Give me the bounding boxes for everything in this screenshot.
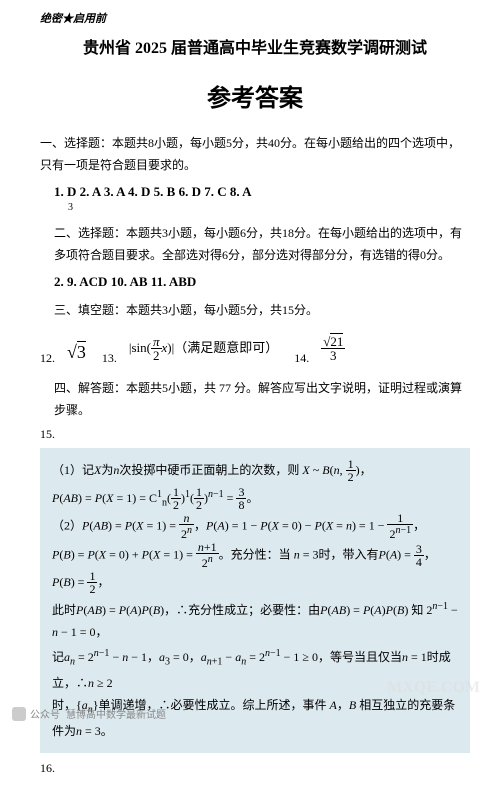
section4-heading: 四、解答题：本题共5小题，共 77 分。解答应写出文字说明，证明过程或演算步骤。 xyxy=(54,378,470,421)
fill-item-12: 12. √3 xyxy=(40,339,94,366)
fill-answer-14: √213 xyxy=(313,332,353,366)
watermark: MXQE.COM xyxy=(387,679,480,697)
main-title: 贵州省 2025 届普通高中毕业生竞赛数学调研测试 xyxy=(40,34,470,58)
q15-number: 15. xyxy=(40,427,470,442)
fill-answer-13: |sin(π2x)|（满足题意即可） xyxy=(121,332,286,366)
q15-line2: P(AB) = P(X = 1) = C1n(12)1(12)n−1 = 38。 xyxy=(52,485,458,512)
footer-name: 慧博高中数学最新试题 xyxy=(66,706,166,721)
fill-item-13: 13. |sin(π2x)|（满足题意即可） xyxy=(102,332,286,366)
classification-label: 绝密★启用前 xyxy=(40,10,470,26)
section2-answers: 2. 9. ACD 10. AB 11. ABD xyxy=(54,274,470,290)
footer-label: 公众号 xyxy=(30,706,60,721)
section3-heading: 三、填空题：本题共3小题，每小题5分，共15分。 xyxy=(54,300,470,322)
fill-num-13: 13. xyxy=(102,351,117,366)
q15-line1: （1）记X为n次投掷中硬币正面朝上的次数，则 X ~ B(n, 12)， xyxy=(52,458,458,484)
section1-answers: 1. D 2. A 3. A 4. D 5. B 6. D 7. C 8. A xyxy=(54,184,470,200)
q15-line3: （2）P(AB) = P(X = 1) = n2n，P(A) = 1 − P(X… xyxy=(52,512,458,541)
section2-heading: 二、选择题：本题共3小题，每小题6分，共18分。在每小题给出的选项中，有多项符合… xyxy=(54,223,470,266)
footer-left: 公众号 慧博高中数学最新试题 xyxy=(12,706,166,721)
document-page: 绝密★启用前 贵州省 2025 届普通高中毕业生竞赛数学调研测试 参考答案 一、… xyxy=(0,0,500,792)
section1-sub: 3 xyxy=(68,202,470,213)
fill-num-12: 12. xyxy=(40,351,55,366)
q15-line4: P(B) = P(X = 0) + P(X = 1) = n+12n。充分性：当… xyxy=(52,541,458,596)
wechat-icon xyxy=(12,707,26,721)
fill-num-14: 14. xyxy=(294,351,309,366)
q15-line5: 此时P(AB) = P(A)P(B)，∴充分性成立；必要性：由P(AB) = P… xyxy=(52,597,458,645)
section1-heading: 一、选择题：本题共8小题，每小题5分，共40分。在每小题给出的四个选项中，只有一… xyxy=(40,133,470,176)
fill-item-14: 14. √213 xyxy=(294,332,353,366)
fill-blank-row: 12. √3 13. |sin(π2x)|（满足题意即可） 14. √213 xyxy=(40,332,470,366)
q16-number: 16. xyxy=(40,761,470,776)
subtitle: 参考答案 xyxy=(40,78,470,113)
fill-answer-12: √3 xyxy=(59,339,94,366)
